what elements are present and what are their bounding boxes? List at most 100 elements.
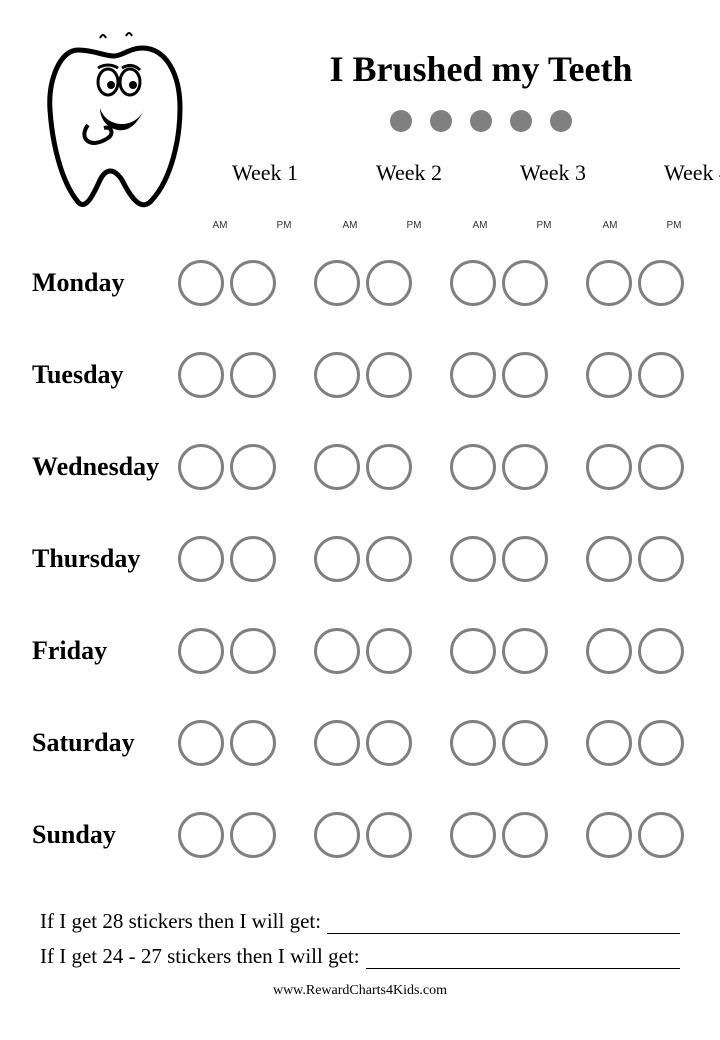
circles-row	[172, 444, 690, 490]
circle-pair	[172, 352, 282, 398]
sticker-circle[interactable]	[586, 628, 632, 674]
sticker-circle[interactable]	[230, 444, 276, 490]
decor-dot	[510, 110, 532, 132]
circle-pair	[444, 812, 554, 858]
sticker-circle[interactable]	[178, 444, 224, 490]
sticker-circle[interactable]	[314, 628, 360, 674]
circle-pair	[580, 444, 690, 490]
sticker-circle[interactable]	[502, 536, 548, 582]
week-header-2: Week 2	[354, 160, 464, 186]
sticker-circle[interactable]	[230, 720, 276, 766]
sticker-circle[interactable]	[586, 444, 632, 490]
sticker-circle[interactable]	[638, 536, 684, 582]
sticker-circle[interactable]	[638, 812, 684, 858]
sticker-circle[interactable]	[502, 444, 548, 490]
sticker-circle[interactable]	[314, 812, 360, 858]
sticker-circle[interactable]	[366, 812, 412, 858]
reward-line-1-blank[interactable]	[327, 912, 680, 934]
circle-pair	[308, 444, 418, 490]
sticker-circle[interactable]	[502, 260, 548, 306]
circle-pair	[444, 720, 554, 766]
weeks-header: Week 1Week 2Week 3Week 4	[210, 160, 720, 186]
sticker-circle[interactable]	[366, 536, 412, 582]
day-row-thursday: Thursday	[30, 513, 690, 605]
reward-line-2-blank[interactable]	[366, 947, 680, 969]
sticker-circle[interactable]	[638, 628, 684, 674]
circle-pair	[172, 260, 282, 306]
page-title: I Brushed my Teeth	[210, 48, 720, 90]
period-label: PM	[524, 220, 564, 231]
circle-pair	[444, 536, 554, 582]
period-label: PM	[654, 220, 694, 231]
sticker-circle[interactable]	[450, 536, 496, 582]
period-label: AM	[460, 220, 500, 231]
sticker-circle[interactable]	[450, 720, 496, 766]
sticker-circle[interactable]	[366, 628, 412, 674]
sticker-circle[interactable]	[586, 720, 632, 766]
ampm-pair-week-1: AMPM	[200, 220, 304, 231]
footer-url: www.RewardCharts4Kids.com	[30, 983, 690, 999]
sticker-circle[interactable]	[178, 720, 224, 766]
sticker-circle[interactable]	[230, 536, 276, 582]
circles-row	[172, 536, 690, 582]
sticker-circle[interactable]	[638, 444, 684, 490]
sticker-circle[interactable]	[586, 812, 632, 858]
day-row-friday: Friday	[30, 605, 690, 697]
sticker-circle[interactable]	[366, 444, 412, 490]
sticker-circle[interactable]	[178, 536, 224, 582]
sticker-circle[interactable]	[638, 720, 684, 766]
period-label: PM	[394, 220, 434, 231]
sticker-circle[interactable]	[178, 260, 224, 306]
sticker-circle[interactable]	[314, 352, 360, 398]
day-label: Wednesday	[30, 452, 172, 482]
sticker-circle[interactable]	[314, 444, 360, 490]
sticker-circle[interactable]	[230, 352, 276, 398]
sticker-circle[interactable]	[230, 812, 276, 858]
circle-pair	[580, 536, 690, 582]
sticker-circle[interactable]	[314, 536, 360, 582]
sticker-circle[interactable]	[178, 812, 224, 858]
sticker-circle[interactable]	[638, 352, 684, 398]
day-label: Friday	[30, 636, 172, 666]
period-label: PM	[264, 220, 304, 231]
circle-pair	[308, 536, 418, 582]
reward-line-2-text: If I get 24 - 27 stickers then I will ge…	[40, 944, 360, 969]
sticker-circle[interactable]	[638, 260, 684, 306]
ampm-pair-week-3: AM PM	[460, 220, 564, 231]
period-label: AM	[330, 220, 370, 231]
day-label: Sunday	[30, 820, 172, 850]
circle-pair	[172, 720, 282, 766]
circle-pair	[172, 812, 282, 858]
day-label: Saturday	[30, 728, 172, 758]
decor-dot	[430, 110, 452, 132]
sticker-circle[interactable]	[502, 720, 548, 766]
circles-row	[172, 720, 690, 766]
sticker-circle[interactable]	[502, 628, 548, 674]
sticker-circle[interactable]	[450, 812, 496, 858]
sticker-circle[interactable]	[586, 352, 632, 398]
sticker-circle[interactable]	[586, 260, 632, 306]
sticker-circle[interactable]	[178, 352, 224, 398]
sticker-circle[interactable]	[450, 260, 496, 306]
sticker-circle[interactable]	[502, 352, 548, 398]
circle-pair	[308, 720, 418, 766]
circle-pair	[444, 628, 554, 674]
decor-dot	[390, 110, 412, 132]
sticker-circle[interactable]	[450, 628, 496, 674]
sticker-circle[interactable]	[314, 260, 360, 306]
day-row-wednesday: Wednesday	[30, 421, 690, 513]
circle-pair	[444, 352, 554, 398]
sticker-circle[interactable]	[314, 720, 360, 766]
sticker-circle[interactable]	[178, 628, 224, 674]
sticker-circle[interactable]	[230, 628, 276, 674]
sticker-circle[interactable]	[450, 352, 496, 398]
decor-dots	[210, 110, 720, 132]
sticker-circle[interactable]	[366, 720, 412, 766]
sticker-circle[interactable]	[366, 260, 412, 306]
sticker-circle[interactable]	[366, 352, 412, 398]
sticker-circle[interactable]	[230, 260, 276, 306]
day-row-tuesday: Tuesday	[30, 329, 690, 421]
sticker-circle[interactable]	[450, 444, 496, 490]
sticker-circle[interactable]	[586, 536, 632, 582]
sticker-circle[interactable]	[502, 812, 548, 858]
